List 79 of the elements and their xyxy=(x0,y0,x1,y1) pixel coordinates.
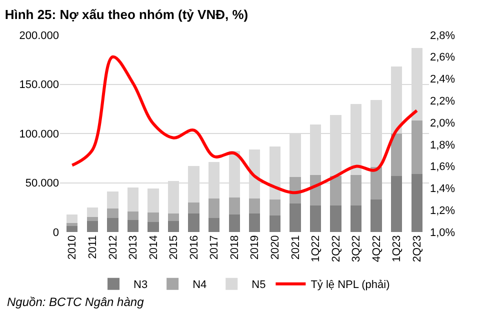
x-tick-label: 2011 xyxy=(87,235,100,259)
bar xyxy=(127,188,139,212)
x-tick-label: 2Q22 xyxy=(330,235,342,262)
text: Nguồn: BCTC Ngân hàng xyxy=(7,295,144,309)
bar xyxy=(269,215,280,232)
bar xyxy=(411,120,422,174)
x-tick-label: 2015 xyxy=(168,235,180,260)
x-tick-label: 3Q22 xyxy=(350,235,363,262)
y2-tick-label: 1,6% xyxy=(430,161,456,174)
y-tick-label: 100.000 xyxy=(19,128,59,140)
legend-label: Tỷ lệ NPL (phải) xyxy=(310,279,390,292)
bar xyxy=(330,205,342,232)
bar xyxy=(350,205,362,232)
bar xyxy=(208,198,220,218)
bar xyxy=(370,166,382,200)
y2-tick-label: 1,2% xyxy=(430,204,456,217)
y2-tick-label: 2,8% xyxy=(430,30,456,42)
x-tick-label: 1Q22 xyxy=(310,235,322,262)
bar xyxy=(66,226,78,232)
legend-label: N3 xyxy=(134,279,148,292)
bar xyxy=(148,188,159,212)
bar xyxy=(249,213,260,232)
bar xyxy=(290,203,301,232)
y2-tick-label: 1,8% xyxy=(430,139,456,152)
x-tick-label: 2013 xyxy=(128,235,140,260)
bar xyxy=(127,211,139,220)
y2-tick-label: 1,0% xyxy=(430,226,456,239)
legend-label: N5 xyxy=(252,279,266,292)
bar xyxy=(148,212,159,222)
x-tick-label: 2019 xyxy=(249,235,262,260)
bar xyxy=(350,174,362,206)
x-tick-label: 2Q23 xyxy=(411,235,424,262)
y-tick-label: 150.000 xyxy=(19,79,59,92)
bar xyxy=(228,214,240,232)
x-tick-label: 4Q22 xyxy=(370,235,383,262)
bar xyxy=(310,205,322,232)
bar xyxy=(168,213,180,222)
bar xyxy=(370,200,382,232)
bar xyxy=(148,222,159,232)
bar xyxy=(107,192,118,208)
x-tick-label: 1Q23 xyxy=(391,235,404,262)
y-tick-label: 50.000 xyxy=(25,178,59,190)
bar xyxy=(107,208,118,218)
bar xyxy=(330,176,342,206)
bar xyxy=(86,217,98,222)
x-tick-label: 2016 xyxy=(188,235,200,260)
y2-tick-label: 1,4% xyxy=(430,183,456,196)
x-tick-label: 2020 xyxy=(269,235,282,260)
x-tick-label: 2010 xyxy=(66,235,79,260)
bar xyxy=(66,223,78,226)
bar xyxy=(390,176,402,232)
y-tick-label: 200.000 xyxy=(19,30,59,42)
bar xyxy=(188,202,200,214)
legend-label: N4 xyxy=(192,279,207,292)
line-series xyxy=(70,55,418,194)
bar xyxy=(269,200,280,216)
bar xyxy=(411,174,422,232)
x-tick-label: 2021 xyxy=(290,235,302,260)
bar xyxy=(86,207,98,218)
x-tick-label: 2012 xyxy=(107,235,120,260)
bar xyxy=(127,220,139,232)
x-tick-label: 2018 xyxy=(228,235,241,260)
y2-tick-label: 2,0% xyxy=(430,117,456,130)
y2-tick-label: 2,2% xyxy=(430,96,456,108)
bar xyxy=(208,218,220,232)
chart-title: Hình 25: Nợ xấu theo nhóm (tỷ VNĐ, %) xyxy=(4,6,248,22)
bar xyxy=(86,221,98,232)
x-tick-label: 2017 xyxy=(208,235,221,260)
x-tick-label: 2014 xyxy=(148,235,160,260)
bar xyxy=(228,198,240,214)
bar xyxy=(168,221,180,232)
bar xyxy=(390,134,402,176)
bar xyxy=(66,214,78,224)
bar xyxy=(188,213,200,232)
y2-tick-label: 2,4% xyxy=(430,74,456,86)
bar xyxy=(249,198,260,214)
y-tick-label: 0 xyxy=(52,226,59,239)
y2-tick-label: 2,6% xyxy=(430,52,456,64)
bar xyxy=(107,218,118,232)
